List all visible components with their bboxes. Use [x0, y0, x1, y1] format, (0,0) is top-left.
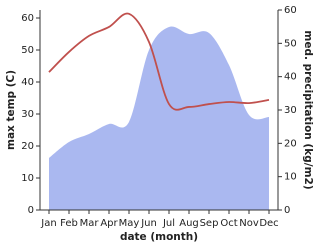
x-tick-label: Jul [162, 218, 175, 229]
y2-axis-label: med. precipitation (kg/m2) [302, 30, 314, 189]
x-tick-label: May [119, 218, 140, 229]
x-tick-label: Oct [220, 218, 237, 229]
y-tick-label: 60 [21, 13, 34, 24]
x-axis-label: date (month) [120, 231, 198, 243]
x-tick-label: Mar [80, 218, 100, 229]
x-tick-label: Nov [239, 218, 259, 229]
x-tick-label: Sep [200, 218, 219, 229]
x-tick-label: Dec [259, 218, 278, 229]
y-tick-label: 30 [21, 109, 34, 120]
y-tick-label: 10 [21, 173, 34, 184]
x-tick-label: Aug [179, 218, 199, 229]
y-tick-label: 0 [28, 205, 34, 216]
x-tick-label: Apr [100, 218, 118, 229]
y-tick-label: 40 [21, 77, 34, 88]
y-tick-label: 20 [21, 141, 34, 152]
x-tick-label: Feb [60, 218, 78, 229]
y2-tick-label: 50 [284, 38, 297, 49]
temp-line [48, 12, 270, 111]
y2-tick-label: 0 [284, 205, 290, 216]
y-axis-label: max temp (C) [5, 70, 17, 150]
y2-tick-label: 40 [284, 72, 297, 83]
precipitation-area [49, 26, 269, 211]
y2-tick-label: 20 [284, 138, 297, 149]
y2-tick-label: 10 [284, 172, 297, 183]
x-tick-label: Jun [140, 218, 157, 229]
y-tick-label: 50 [21, 45, 34, 56]
x-tick-label: Jan [40, 218, 56, 229]
chart: date (month) max temp (C) med. precipita… [5, 5, 314, 243]
y2-tick-label: 30 [284, 105, 297, 116]
y2-tick-label: 60 [284, 5, 297, 16]
